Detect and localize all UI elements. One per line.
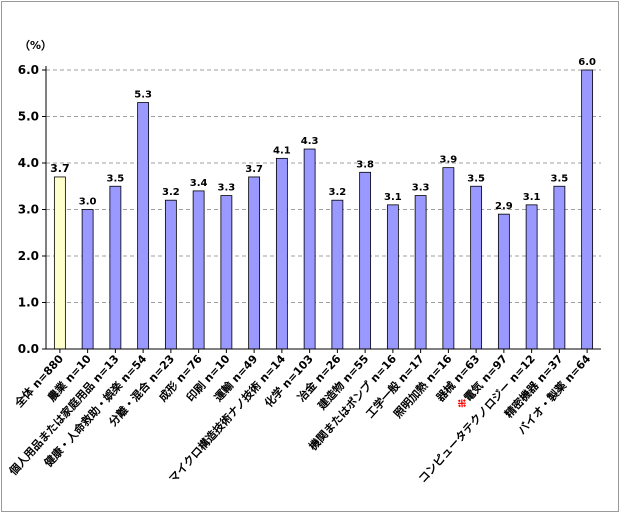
y-tick-label: 6.0 [18, 63, 39, 77]
data-label: 3.7 [50, 162, 70, 175]
data-label: 3.4 [190, 178, 208, 189]
gridlines [46, 69, 601, 303]
category-label: 個人用品または家庭用品 n=13 [5, 352, 121, 479]
data-label: 2.9 [495, 201, 513, 212]
bar [248, 176, 261, 350]
data-label: 3.0 [79, 197, 97, 208]
bar [386, 204, 399, 350]
bar [442, 167, 455, 350]
data-label: 4.3 [301, 136, 319, 147]
bar [164, 199, 177, 350]
bar [220, 195, 233, 350]
bar [53, 176, 66, 350]
data-label: 3.2 [162, 187, 180, 198]
bar [192, 190, 205, 350]
y-tick-label: 0.0 [18, 342, 39, 356]
bar [525, 204, 538, 350]
data-label: 6.0 [578, 57, 596, 68]
data-label: 3.7 [245, 164, 263, 175]
data-label: 5.3 [134, 90, 152, 101]
y-tick-label: 5.0 [18, 110, 39, 124]
data-label: 4.1 [273, 145, 291, 156]
data-label: 3.2 [329, 187, 347, 198]
bar [331, 199, 344, 350]
data-label: 3.8 [356, 159, 374, 170]
y-axis-unit-label: （%） [19, 39, 52, 52]
bar [470, 185, 483, 350]
y-tick-label: 2.0 [18, 249, 39, 263]
category-label-text: 個人用品または家庭用品 n=13 [5, 352, 121, 479]
data-label: 3.9 [440, 155, 458, 166]
y-tick-label: 1.0 [18, 296, 39, 310]
data-label: 3.5 [467, 173, 485, 184]
bar [414, 195, 427, 350]
bars [53, 69, 594, 353]
bar [553, 185, 566, 350]
y-tick-label: 3.0 [18, 203, 39, 217]
bar [497, 213, 510, 350]
data-label: 3.5 [107, 173, 125, 184]
bar [137, 102, 150, 350]
y-axis-ticks: 0.0 1.0 2.0 3.0 4.0 5.0 6.0 [18, 63, 46, 356]
y-tick-label: 4.0 [18, 156, 39, 170]
bar [303, 148, 316, 350]
bar [359, 171, 372, 350]
data-label: 3.5 [551, 173, 569, 184]
data-label: 3.1 [384, 192, 402, 203]
data-label: 3.3 [218, 183, 236, 194]
bar [275, 157, 288, 350]
data-label: 3.3 [412, 183, 430, 194]
data-labels: 3.7 3.0 3.5 5.3 3.2 3.4 3.3 3.7 4.1 4.3 3.2 3.8 3.1 3… [50, 57, 596, 212]
data-label: 3.1 [523, 192, 541, 203]
bar [81, 209, 94, 350]
bar [581, 69, 594, 350]
bar [109, 185, 122, 350]
